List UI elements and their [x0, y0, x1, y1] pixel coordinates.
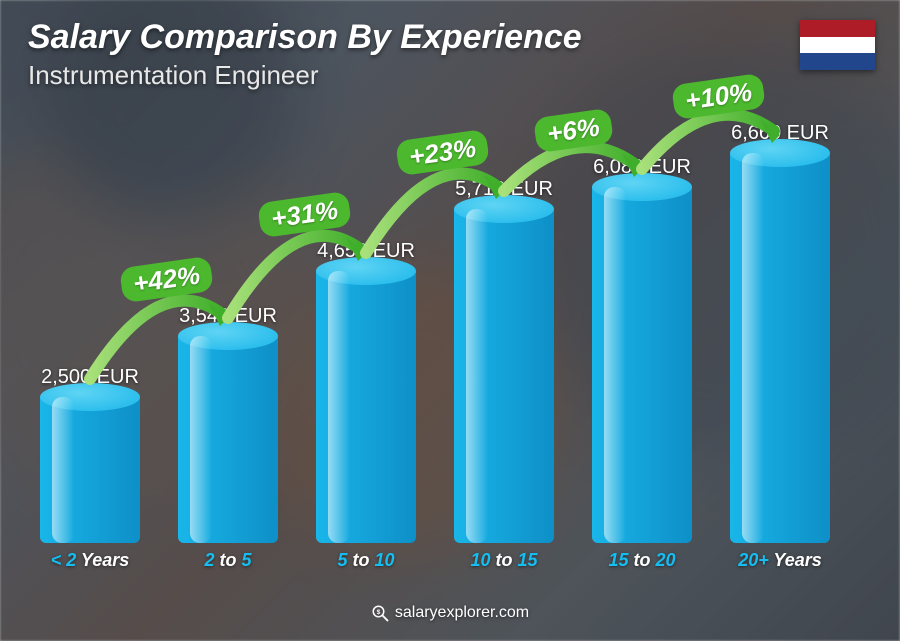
- svg-text:$: $: [376, 609, 380, 616]
- bar: [454, 209, 554, 543]
- bar-chart: 2,500 EUR3,540 EUR4,650 EUR5,710 EUR6,08…: [30, 120, 840, 571]
- flag-stripe-2: [800, 37, 875, 54]
- bar-column: 4,650 EUR: [306, 240, 426, 543]
- x-axis-label: 15 to 20: [582, 550, 702, 571]
- bar-column: 2,500 EUR: [30, 366, 150, 543]
- chart-stage: Salary Comparison By Experience Instrume…: [0, 0, 900, 641]
- x-axis-label: 10 to 15: [444, 550, 564, 571]
- flag-stripe-1: [800, 20, 875, 37]
- bar: [730, 153, 830, 543]
- footer: $ salaryexplorer.com: [0, 604, 900, 627]
- x-axis-label: 2 to 5: [168, 550, 288, 571]
- flag-netherlands: [800, 20, 875, 70]
- x-axis-label: 20+ Years: [720, 550, 840, 571]
- bar-column: 3,540 EUR: [168, 305, 288, 543]
- bar-column: 6,080 EUR: [582, 156, 702, 543]
- x-axis-label: < 2 Years: [30, 550, 150, 571]
- x-axis-label: 5 to 10: [306, 550, 426, 571]
- bar: [178, 336, 278, 543]
- page-title: Salary Comparison By Experience: [28, 18, 582, 57]
- bar: [316, 271, 416, 543]
- bar-column: 6,660 EUR: [720, 122, 840, 543]
- logo: $ salaryexplorer.com: [371, 604, 529, 622]
- bar: [592, 187, 692, 543]
- flag-stripe-3: [800, 53, 875, 70]
- page-subtitle: Instrumentation Engineer: [28, 60, 319, 91]
- footer-text: salaryexplorer.com: [395, 604, 529, 622]
- bar-column: 5,710 EUR: [444, 178, 564, 543]
- x-labels: < 2 Years 2 to 5 5 to 10 10 to 15 15 to 20 20…: [30, 550, 840, 571]
- bar: [40, 397, 140, 543]
- bars-container: 2,500 EUR3,540 EUR4,650 EUR5,710 EUR6,08…: [30, 120, 840, 543]
- magnifier-dollar-icon: $: [371, 604, 389, 622]
